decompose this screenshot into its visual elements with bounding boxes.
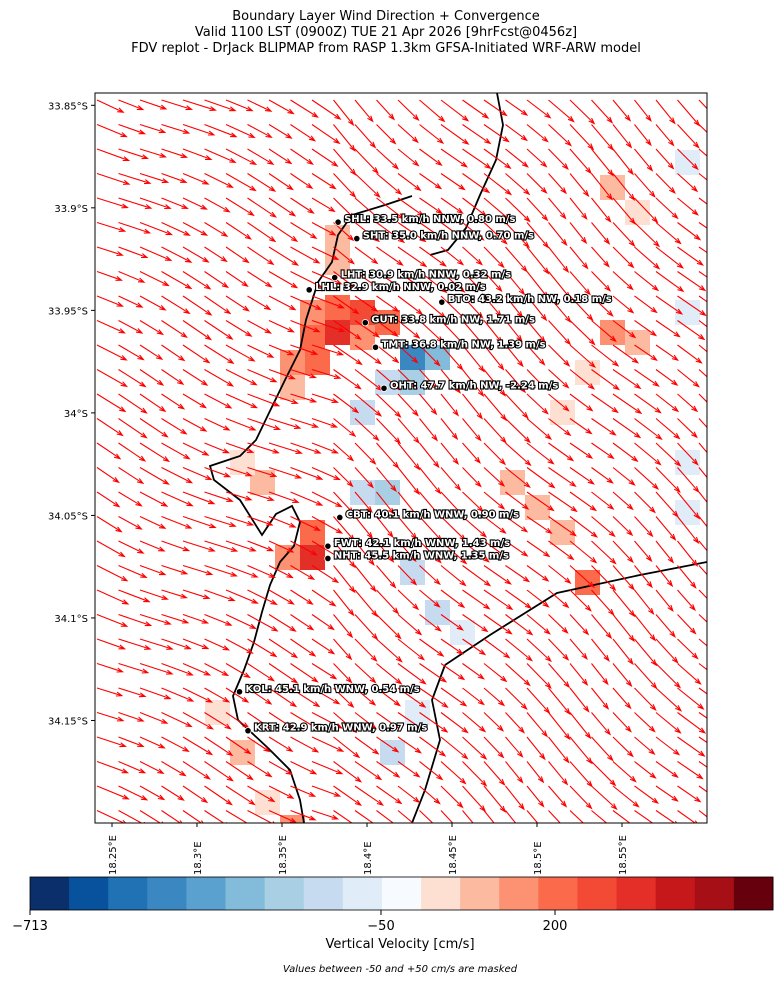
coastline <box>208 93 707 823</box>
station-label: TMT: 36.8 km/h NW, 1.39 m/s <box>382 339 546 350</box>
colorbar-swatch <box>225 877 266 910</box>
station-marker <box>371 343 380 351</box>
lat-tick-label: 33.9°S <box>54 204 88 215</box>
lon-tick-label: 18.25°E <box>108 835 119 875</box>
lon-tick-label: 18.55°E <box>618 835 629 875</box>
colorbar-swatch <box>538 877 578 910</box>
wind-arrow-field <box>96 99 707 823</box>
colorbar-swatch <box>577 877 618 910</box>
colorbar-swatch <box>733 877 774 910</box>
colorbar-swatch <box>655 877 696 910</box>
convergence-cell <box>350 400 375 425</box>
colorbar-swatch <box>499 877 539 910</box>
convergence-cell <box>325 320 350 345</box>
convergence-cell <box>625 330 650 355</box>
colorbar <box>29 876 774 915</box>
convergence-cell <box>375 480 400 505</box>
colorbar-swatch <box>342 877 383 910</box>
colorbar-swatch <box>421 877 461 910</box>
station-label: SHT: 35.0 km/h NNW, 0.70 m/s <box>363 231 534 242</box>
station-marker <box>305 286 313 294</box>
lon-tick-label: 18.3°E <box>193 841 204 875</box>
station-marker <box>336 513 344 522</box>
wind-arrows <box>96 99 707 823</box>
convergence-cell <box>625 200 650 225</box>
colorbar-tick-label: −50 <box>367 919 394 934</box>
station-label: LHT: 30.9 km/h NNW, 0.32 m/s <box>341 270 511 281</box>
convergence-cell <box>325 250 350 275</box>
footnote: Values between -50 and +50 cm/s are mask… <box>283 964 518 975</box>
convergence-cell <box>550 400 575 425</box>
colorbar-swatch <box>186 877 227 910</box>
lat-tick-label: 33.95°S <box>48 306 88 317</box>
station-label: OHT: 47.7 km/h NW, -2.24 m/s <box>390 380 558 391</box>
lon-tick-label: 18.45°E <box>448 835 459 875</box>
convergence-cell <box>375 370 400 395</box>
station-marker <box>334 218 342 226</box>
colorbar-tick-label: −713 <box>12 919 48 934</box>
station-marker <box>331 273 339 282</box>
station-marker <box>324 542 332 550</box>
station-label: BTO: 43.2 km/h NW, 0.18 m/s <box>448 294 612 305</box>
colorbar-swatch <box>303 877 344 910</box>
lat-tick-label: 34°S <box>64 409 88 420</box>
convergence-cell <box>400 370 425 395</box>
lon-tick-label: 18.4°E <box>363 841 374 875</box>
station-label: SHL: 33.5 km/h NNW, 0.80 m/s <box>344 214 515 225</box>
lat-tick-label: 33.85°S <box>48 101 88 112</box>
lat-tick-label: 34.05°S <box>48 511 88 522</box>
colorbar-tick-label: 200 <box>543 919 568 934</box>
title-line: Valid 1100 LST (0900Z) TUE 21 Apr 2026 [… <box>195 25 577 40</box>
convergence-cell <box>405 700 430 725</box>
colorbar-swatch <box>147 877 187 910</box>
station-label: GUT: 33.8 km/h NW, 1.71 m/s <box>371 315 535 326</box>
lat-tick-label: 34.15°S <box>48 716 88 727</box>
lon-tick-label: 18.35°E <box>278 835 289 875</box>
station-label: KRT: 42.9 km/h WNW, 0.97 m/s <box>254 723 427 734</box>
station-marker <box>380 384 388 392</box>
colorbar-swatch <box>460 877 500 910</box>
station-label: FWT: 42.1 km/h WNW, 1.43 m/s <box>334 538 510 549</box>
station-label: NHT: 45.5 km/h WNW, 1.35 m/s <box>334 550 509 561</box>
lon-tick-label: 18.5°E <box>533 841 544 875</box>
station-marker <box>361 319 369 327</box>
convergence-cell <box>255 790 280 815</box>
colorbar-swatch <box>381 877 422 910</box>
station-label: LHL: 32.9 km/h NNW, 0.02 m/s <box>315 282 486 293</box>
station-marker <box>353 234 361 243</box>
title-line: FDV replot - DrJack BLIPMAP from RASP 1.… <box>131 41 641 56</box>
colorbar-swatch <box>30 877 70 910</box>
colorbar-swatch <box>694 877 735 910</box>
convergence-cell <box>230 740 255 765</box>
map-frame <box>94 92 708 824</box>
convergence-cell <box>600 175 625 200</box>
station-marker <box>438 298 446 306</box>
convergence-cell <box>300 300 325 325</box>
convergence-cell <box>425 345 450 370</box>
station-label: CBT: 40.1 km/h WNW, 0.90 m/s <box>346 509 519 520</box>
title-line: Boundary Layer Wind Direction + Converge… <box>232 9 540 24</box>
colorbar-swatch <box>69 877 109 910</box>
convergence-cell <box>500 470 525 495</box>
colorbar-swatch <box>108 877 148 910</box>
colorbar-swatch <box>616 877 657 910</box>
convergence-cell <box>675 150 700 175</box>
station-marker <box>324 554 332 563</box>
convergence-cell <box>600 320 625 345</box>
station-marker <box>244 727 252 735</box>
lat-tick-label: 34.1°S <box>54 614 88 625</box>
station-label: KOL: 45.1 km/h WNW, 0.54 m/s <box>246 684 420 695</box>
convergence-cell <box>380 740 405 765</box>
colorbar-swatch <box>264 877 305 910</box>
convergence-cell <box>350 325 375 350</box>
station-marker <box>235 688 244 696</box>
colorbar-label: Vertical Velocity [cm/s] <box>325 937 474 952</box>
colorbar-frame <box>29 876 774 911</box>
